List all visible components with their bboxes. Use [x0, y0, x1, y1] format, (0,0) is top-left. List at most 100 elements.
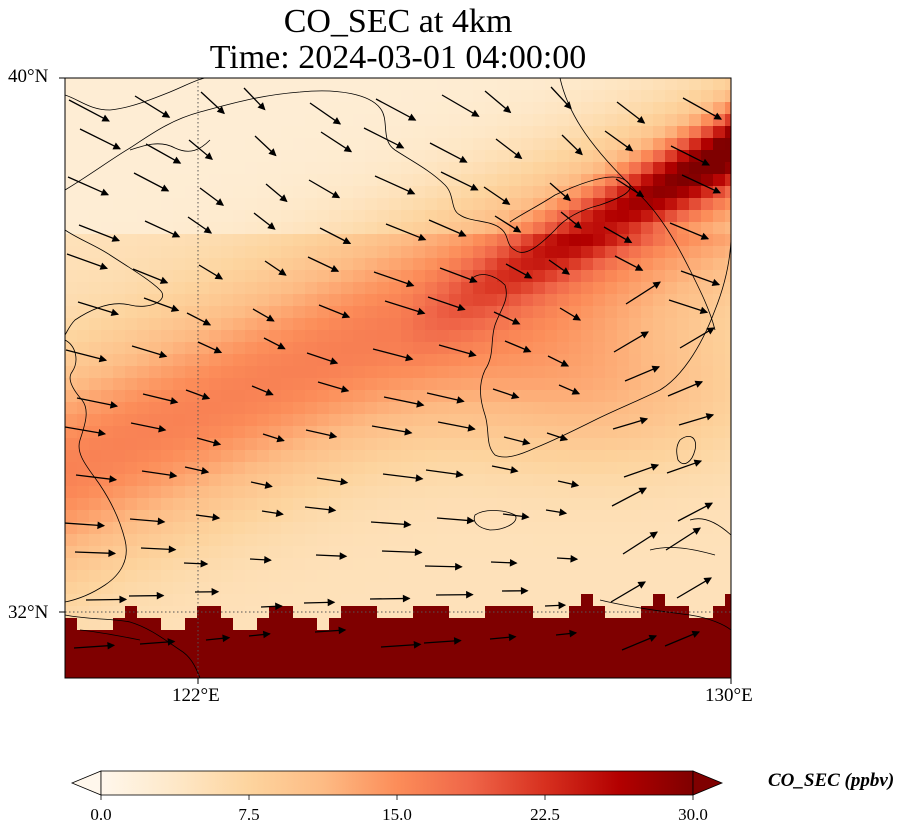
lat-tick-32: 32°N [8, 602, 49, 623]
wind-vectors [65, 86, 723, 651]
wind-arrow [440, 171, 479, 191]
wind-arrow [423, 637, 462, 645]
wind-arrow [316, 477, 349, 486]
wind-arrow [317, 381, 350, 393]
wind-arrow [73, 641, 116, 650]
wind-arrow [188, 139, 213, 161]
wind-arrow [550, 86, 572, 110]
wind-arrow [142, 393, 179, 405]
colorbar [70, 770, 724, 800]
colorbar-tick-2: 15.0 [382, 805, 412, 824]
wind-arrow [308, 179, 341, 199]
wind-arrow [375, 98, 417, 121]
wind-arrow [371, 425, 413, 436]
gridlines [65, 78, 731, 678]
wind-arrow [315, 552, 348, 560]
wind-arrow [441, 94, 480, 117]
colorbar-extend-max [692, 770, 724, 796]
wind-arrow [363, 127, 405, 149]
wind-arrow [141, 470, 178, 479]
wind-arrow [197, 341, 223, 354]
wind-arrow [304, 505, 337, 514]
wind-arrow [318, 304, 351, 319]
wind-arrow [428, 219, 467, 237]
colorbar-label: CO_SEC (ppbv) [768, 770, 895, 791]
wind-arrow [438, 344, 477, 358]
wind-arrow [424, 562, 463, 571]
wind-arrow [615, 178, 645, 198]
wind-arrow [549, 182, 571, 202]
wind-arrow [369, 594, 411, 603]
wind-arrow [133, 172, 170, 192]
wind-arrow [265, 183, 288, 203]
wind-arrow [492, 388, 520, 400]
wind-arrow [385, 223, 427, 241]
wind-arrow [198, 264, 224, 280]
wind-arrow [79, 128, 121, 150]
colorbar-body [100, 770, 694, 796]
wind-arrow [128, 591, 165, 600]
wind-arrow [505, 263, 533, 279]
wind-arrow [264, 260, 287, 276]
wind-arrow [320, 131, 353, 153]
wind-arrow [501, 587, 529, 595]
wind-arrow [625, 281, 661, 305]
wind-arrow [243, 87, 266, 111]
wind-arrow [666, 459, 703, 474]
wind-arrow [622, 531, 658, 555]
map-frame [64, 77, 732, 679]
wind-arrow [678, 413, 715, 426]
lon-tick-130: 130°E [705, 685, 753, 706]
wind-arrow [561, 134, 583, 156]
wind-arrow [604, 130, 634, 152]
wind-arrow [65, 521, 106, 530]
wind-arrow [555, 629, 578, 638]
colorbar-tick-3: 22.5 [530, 805, 560, 824]
wind-arrow [560, 211, 582, 229]
wind-arrow [547, 355, 570, 367]
wind-arrow [199, 187, 225, 206]
wind-arrow [623, 463, 660, 478]
wind-arrow [263, 337, 286, 350]
wind-arrow [195, 513, 221, 521]
map-plot [59, 77, 732, 684]
wind-arrow [382, 473, 424, 482]
wind-arrow [668, 299, 709, 314]
wind-arrow [439, 267, 478, 284]
wind-arrow [254, 135, 277, 157]
wind-arrow [612, 417, 649, 430]
lon-tick-122: 122°E [172, 685, 220, 706]
wind-arrow [544, 601, 567, 610]
wind-arrow [611, 487, 647, 507]
wind-arrow [679, 327, 715, 349]
wind-arrow [65, 426, 107, 437]
wind-arrow [429, 142, 468, 163]
wind-arrow [249, 555, 272, 564]
wind-arrow [186, 312, 212, 326]
wind-arrow [494, 215, 522, 233]
wind-arrow [66, 253, 109, 270]
wind-arrow [131, 345, 168, 359]
wind-arrow [603, 226, 633, 244]
wind-arrow [546, 432, 569, 442]
wind-arrow [670, 145, 711, 166]
wind-arrow [85, 595, 128, 604]
wind-arrow [495, 138, 523, 160]
wind-arrow [134, 95, 171, 118]
wind-arrow [667, 380, 704, 397]
wind-arrow [251, 385, 274, 396]
wind-arrow [383, 396, 425, 408]
wind-arrow [676, 577, 712, 599]
wind-arrow [680, 270, 721, 287]
wind-arrow [435, 590, 474, 599]
wind-arrow [437, 421, 476, 432]
wind-arrow [665, 527, 701, 551]
wind-arrow [372, 348, 414, 362]
wind-arrow [381, 548, 423, 557]
map-time: Time: 2024-03-01 04:00:00 [209, 39, 587, 76]
wind-arrow [68, 99, 110, 122]
wind-arrow [559, 307, 582, 321]
wind-arrow [504, 340, 532, 353]
wind-arrow [373, 271, 415, 288]
wind-arrow [130, 422, 167, 433]
